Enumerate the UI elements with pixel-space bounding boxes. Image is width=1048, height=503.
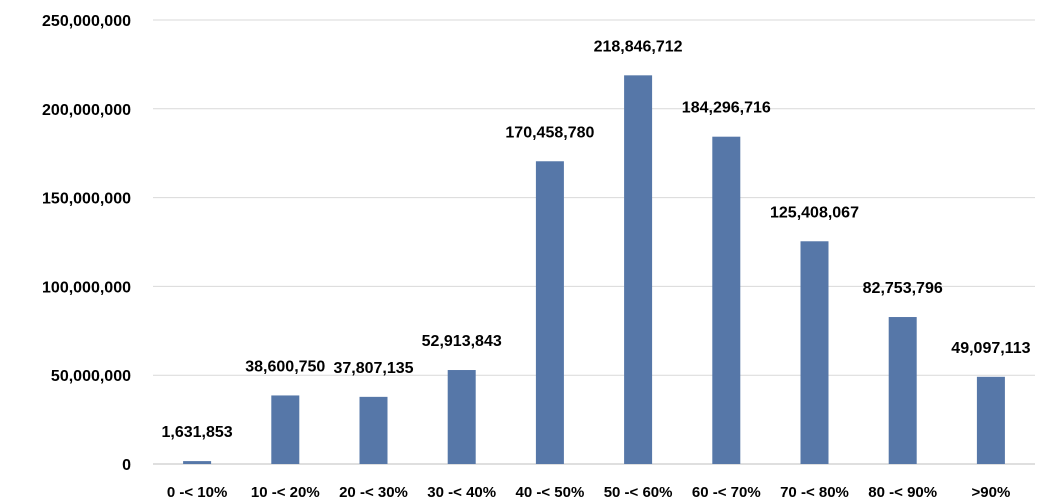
data-label: 170,458,780	[505, 124, 594, 141]
data-label: 52,913,843	[422, 333, 502, 350]
x-tick-label: 0 -< 10%	[167, 484, 227, 501]
data-label: 38,600,750	[245, 358, 325, 375]
bar	[889, 317, 917, 464]
x-tick-label: 50 -< 60%	[604, 484, 673, 501]
y-tick-label: 250,000,000	[42, 13, 131, 30]
bar	[624, 75, 652, 464]
x-tick-label: 20 -< 30%	[339, 484, 408, 501]
data-label: 37,807,135	[333, 360, 413, 377]
bar	[536, 161, 564, 464]
y-tick-label: 50,000,000	[51, 368, 131, 385]
bar	[712, 137, 740, 464]
data-label: 82,753,796	[863, 280, 943, 297]
data-label: 125,408,067	[770, 204, 859, 221]
y-tick-label: 150,000,000	[42, 191, 131, 208]
bar	[271, 395, 299, 464]
data-label: 1,631,853	[162, 424, 233, 441]
x-tick-label: 80 -< 90%	[868, 484, 937, 501]
y-axis-tick-labels: 0 50,000,000 100,000,000 150,000,000 200,000…	[42, 13, 131, 474]
y-tick-label: 200,000,000	[42, 102, 131, 119]
bar	[801, 241, 829, 464]
x-tick-label: 40 -< 50%	[516, 484, 585, 501]
data-label: 218,846,712	[594, 38, 683, 55]
y-tick-label: 100,000,000	[42, 279, 131, 296]
x-tick-label: >90%	[972, 484, 1011, 501]
data-label: 184,296,716	[682, 100, 771, 117]
bar	[448, 370, 476, 464]
x-tick-label: 70 -< 80%	[780, 484, 849, 501]
y-tick-label: 0	[122, 457, 131, 474]
x-tick-label: 10 -< 20%	[251, 484, 320, 501]
x-tick-label: 30 -< 40%	[427, 484, 496, 501]
x-tick-label: 60 -< 70%	[692, 484, 761, 501]
x-axis-category-labels: 0 -< 10% 10 -< 20% 20 -< 30% 30 -< 40% 40 -<…	[167, 484, 1010, 501]
bar	[183, 461, 211, 464]
data-label: 49,097,113	[951, 340, 1030, 357]
bar	[360, 397, 388, 464]
bar	[977, 377, 1005, 464]
